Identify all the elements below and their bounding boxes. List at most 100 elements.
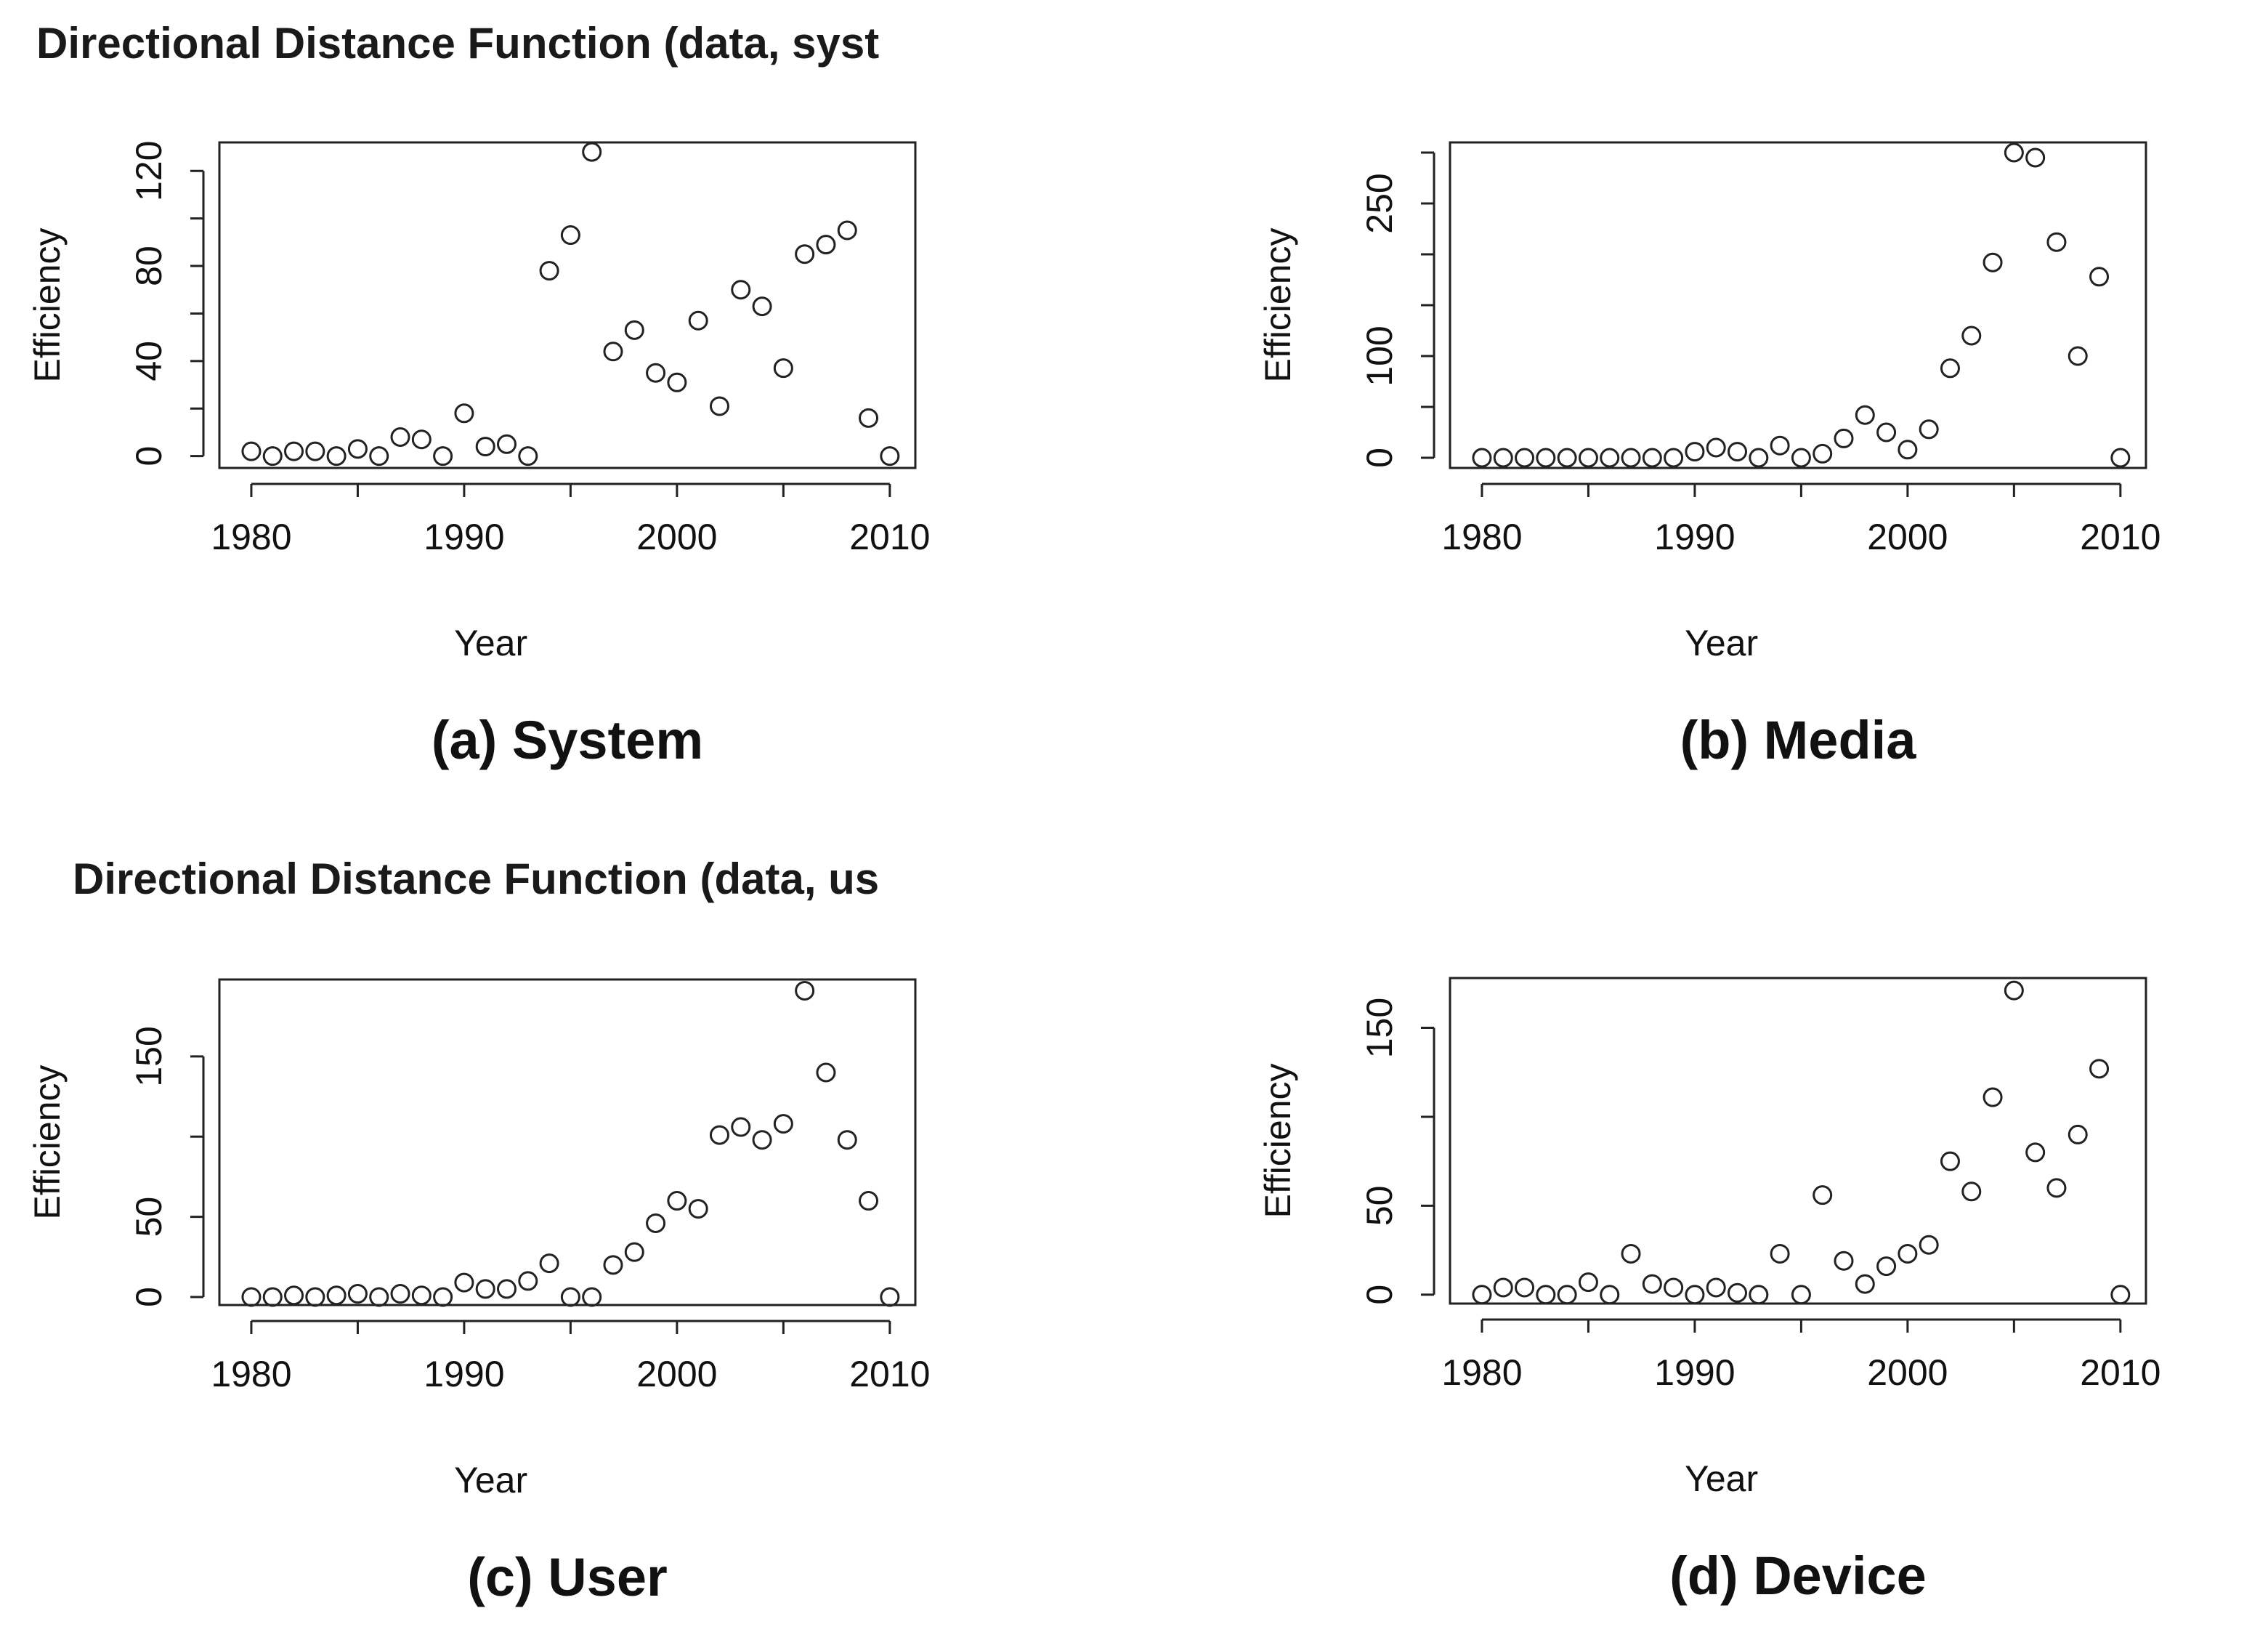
data-point (582, 1287, 602, 1307)
data-point (795, 980, 815, 1001)
data-point (475, 437, 495, 457)
data-point (1664, 448, 1684, 468)
data-point (1876, 1256, 1897, 1277)
data-point (2089, 1059, 2110, 1079)
data-point (688, 1199, 708, 1219)
data-point (518, 446, 538, 466)
x-tick-label: 2000 (1867, 517, 1948, 557)
data-point (2046, 1178, 2067, 1198)
caption-letter: (b) (1680, 710, 1764, 770)
data-point (603, 1255, 623, 1275)
data-point (816, 1062, 836, 1083)
data-point (241, 1287, 262, 1307)
data-point (539, 1253, 559, 1274)
x-tick-label: 1980 (211, 517, 291, 557)
data-point (624, 320, 644, 340)
data-point (1940, 1151, 1960, 1171)
x-axis: 1980 1990 2000 2010 (1441, 1318, 2160, 1393)
data-point (752, 296, 772, 317)
data-point (2004, 980, 2024, 1001)
data-point (326, 1285, 347, 1306)
x-tick-label: 2010 (849, 1354, 930, 1394)
data-point (2067, 1124, 2088, 1144)
data-point (1898, 440, 1918, 460)
data-point (646, 363, 666, 383)
y-axis: 0 50 150 (129, 1026, 205, 1307)
data-point (2025, 1142, 2046, 1163)
x-axis-label: Year (454, 623, 527, 663)
data-point (1983, 1087, 2003, 1107)
x-tick-label: 1980 (1441, 517, 1522, 557)
data-point (1983, 252, 2003, 272)
data-point (1749, 448, 1769, 468)
caption-letter: (a) (432, 710, 512, 770)
data-point (1728, 442, 1748, 462)
x-axis: 1980 1990 2000 2010 (211, 482, 930, 557)
y-tick-label: 0 (1359, 448, 1400, 468)
data-point (326, 446, 347, 466)
data-point (859, 1191, 879, 1211)
y-tick-label: 150 (1359, 998, 1400, 1058)
data-point (773, 1114, 793, 1134)
y-tick-label: 50 (129, 1197, 169, 1237)
data-point (688, 310, 708, 331)
x-tick-label: 2000 (1867, 1352, 1948, 1393)
data-point (1834, 1251, 1854, 1271)
data-point (1493, 448, 1513, 468)
data-point (1621, 1243, 1641, 1264)
data-point (1600, 448, 1620, 468)
data-point (709, 1125, 729, 1145)
y-axis-label: Efficiency (1257, 227, 1298, 382)
data-point (518, 1271, 538, 1291)
data-point (1876, 422, 1897, 443)
data-point (1578, 448, 1598, 468)
data-point (1791, 1285, 1811, 1305)
data-point (560, 1287, 580, 1307)
data-point (1855, 1274, 1875, 1294)
data-point (667, 372, 687, 392)
data-point (1536, 448, 1556, 468)
x-tick-label: 1990 (1654, 517, 1735, 557)
x-tick-label: 1990 (1654, 1352, 1735, 1393)
data-point (241, 441, 262, 461)
data-point (1472, 448, 1492, 468)
panel-d: 1980 1990 2000 2010 Year 0 50 150 Efficiency (d) … (1257, 977, 2160, 1606)
data-point (1791, 448, 1811, 468)
caption-text: Device (1753, 1546, 1927, 1606)
x-tick-label: 1980 (1441, 1352, 1522, 1393)
x-tick-label: 1990 (424, 1354, 504, 1394)
data-point (284, 1285, 304, 1306)
x-tick-label: 1980 (211, 1354, 291, 1394)
data-points (1472, 980, 2131, 1305)
data-point (2110, 448, 2131, 468)
y-tick-label: 250 (1359, 173, 1400, 233)
caption-letter: (d) (1669, 1546, 1753, 1606)
x-axis-label: Year (1685, 623, 1758, 663)
data-point (433, 446, 453, 466)
data-point (497, 1279, 517, 1299)
data-point (560, 225, 580, 246)
data-point (2110, 1285, 2131, 1305)
y-axis: 0 100 250 (1359, 151, 1435, 468)
data-point (2089, 267, 2110, 287)
panel-b: 1980 1990 2000 2010 Year 0 100 250 Efficiency (b)… (1257, 141, 2160, 770)
data-point (1685, 442, 1705, 462)
panel-caption: (a) System (432, 710, 703, 770)
data-points (1472, 142, 2131, 468)
data-point (369, 1287, 389, 1307)
data-point (1919, 419, 1939, 440)
data-point (859, 408, 879, 428)
data-point (880, 1287, 900, 1307)
x-axis: 1980 1990 2000 2010 (1441, 482, 2160, 557)
x-tick-label: 2000 (636, 1354, 717, 1394)
y-tick-label: 150 (129, 1026, 169, 1086)
data-point (305, 441, 325, 461)
y-axis-label: Efficiency (27, 1065, 68, 1219)
x-tick-label: 1990 (424, 517, 504, 557)
data-point (1621, 448, 1641, 468)
caption-text: User (548, 1547, 668, 1607)
data-point (646, 1213, 666, 1233)
y-tick-label: 120 (129, 141, 169, 201)
data-point (667, 1191, 687, 1211)
chart-title-c: Directional Distance Function (data, us (73, 855, 879, 903)
